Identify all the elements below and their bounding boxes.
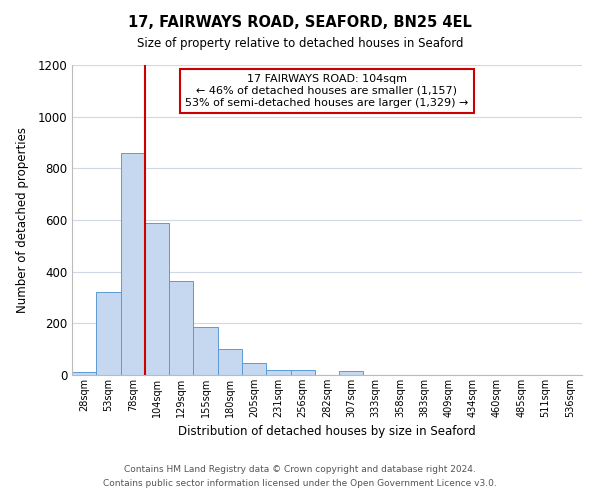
Bar — [72, 372, 96, 375]
Bar — [169, 280, 193, 375]
Bar — [218, 349, 242, 375]
Text: Contains HM Land Registry data © Crown copyright and database right 2024.
Contai: Contains HM Land Registry data © Crown c… — [103, 466, 497, 487]
Bar — [266, 370, 290, 375]
Bar — [145, 222, 169, 375]
Bar — [290, 370, 315, 375]
Bar — [96, 292, 121, 375]
Bar — [339, 371, 364, 375]
Bar — [242, 364, 266, 375]
Text: 17 FAIRWAYS ROAD: 104sqm
← 46% of detached houses are smaller (1,157)
53% of sem: 17 FAIRWAYS ROAD: 104sqm ← 46% of detach… — [185, 74, 469, 108]
Text: Size of property relative to detached houses in Seaford: Size of property relative to detached ho… — [137, 38, 463, 51]
Text: 17, FAIRWAYS ROAD, SEAFORD, BN25 4EL: 17, FAIRWAYS ROAD, SEAFORD, BN25 4EL — [128, 15, 472, 30]
Bar — [193, 327, 218, 375]
Bar — [121, 153, 145, 375]
Y-axis label: Number of detached properties: Number of detached properties — [16, 127, 29, 313]
X-axis label: Distribution of detached houses by size in Seaford: Distribution of detached houses by size … — [178, 426, 476, 438]
